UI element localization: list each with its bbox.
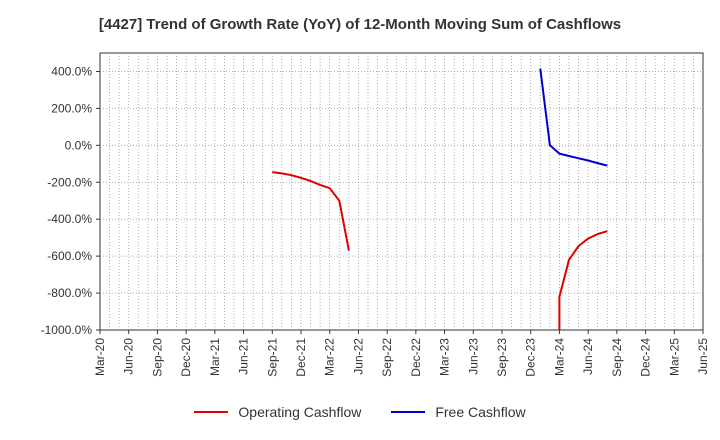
x-tick-label: Jun-25 — [696, 338, 710, 375]
plot-area — [99, 52, 704, 331]
x-tick-label: Dec-21 — [294, 338, 308, 377]
chart-legend: Operating Cashflow Free Cashflow — [0, 404, 720, 420]
y-tick-label: -200.0% — [47, 175, 92, 189]
y-tick-label: 400.0% — [51, 64, 92, 78]
legend-label-operating: Operating Cashflow — [238, 404, 362, 420]
legend-item-operating: Operating Cashflow — [194, 404, 361, 420]
y-tick-label: 200.0% — [51, 101, 92, 115]
x-tick-label: Dec-20 — [179, 338, 193, 377]
x-tick-label: Dec-22 — [409, 338, 423, 377]
x-tick-label: Jun-23 — [466, 338, 480, 375]
y-tick-label: -600.0% — [47, 249, 92, 263]
x-tick-label: Mar-21 — [208, 338, 222, 376]
legend-swatch-operating — [194, 411, 229, 413]
y-tick-label: 0.0% — [65, 138, 93, 152]
y-tick-label: -400.0% — [47, 212, 92, 226]
series-line-operating-cashflow — [558, 230, 608, 330]
x-tick-label: Mar-20 — [93, 338, 107, 376]
x-tick-label: Mar-24 — [552, 338, 566, 376]
x-tick-label: Jun-24 — [581, 338, 595, 375]
legend-item-free: Free Cashflow — [391, 404, 526, 420]
x-tick-label: Mar-23 — [438, 338, 452, 376]
y-tick-label: -800.0% — [47, 286, 92, 300]
series-line-free-cashflow — [539, 68, 608, 167]
x-tick-label: Jun-21 — [237, 338, 251, 375]
x-tick-label: Sep-21 — [265, 338, 279, 377]
x-tick-label: Mar-25 — [667, 338, 681, 376]
legend-label-free: Free Cashflow — [435, 404, 526, 420]
x-tick-label: Sep-22 — [380, 338, 394, 377]
x-tick-label: Sep-20 — [150, 338, 164, 377]
series-line-operating-cashflow — [272, 171, 350, 251]
x-tick-label: Jun-22 — [351, 338, 365, 375]
x-tick-label: Jun-20 — [122, 338, 136, 375]
y-tick-label: -1000.0% — [41, 323, 93, 337]
x-tick-label: Mar-22 — [323, 338, 337, 376]
x-tick-label: Dec-24 — [639, 338, 653, 377]
x-tick-label: Sep-23 — [495, 338, 509, 377]
x-tick-label: Sep-24 — [610, 338, 624, 377]
x-tick-label: Dec-23 — [524, 338, 538, 377]
legend-swatch-free — [391, 411, 426, 413]
chart-title: [4427] Trend of Growth Rate (YoY) of 12-… — [98, 16, 622, 33]
